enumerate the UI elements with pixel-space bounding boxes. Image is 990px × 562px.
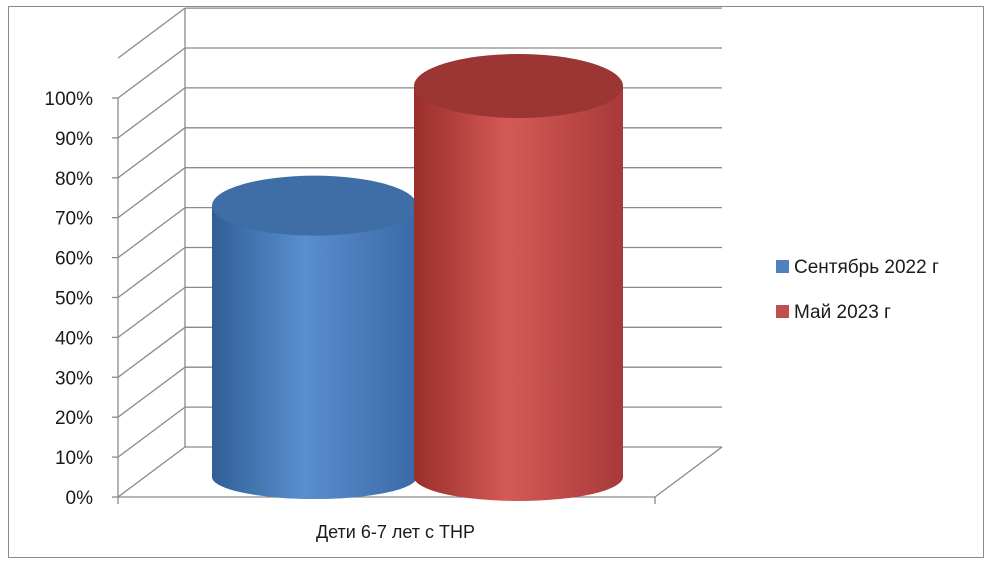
bar-body [414, 85, 623, 501]
gridline-side [117, 127, 186, 179]
x-tick-label: Дети 6-7 лет с ТНР [316, 522, 475, 542]
legend-label: Сентябрь 2022 г [794, 257, 939, 278]
y-tick-label: 80% [55, 169, 93, 190]
bar-may-2023 [414, 53, 623, 501]
bar-september-2022 [212, 175, 417, 499]
y-tick-label: 100% [44, 89, 93, 110]
y-tick-label: 0% [66, 488, 94, 509]
gridline-side [117, 406, 186, 458]
y-tick-label: 40% [55, 328, 93, 349]
gridline-side [117, 286, 186, 338]
y-tick-label: 50% [55, 289, 93, 310]
y-tick-label: 90% [55, 129, 93, 150]
floor-edge [654, 446, 723, 498]
bar-body [212, 205, 417, 499]
legend-swatch [776, 260, 789, 273]
bars [212, 53, 623, 501]
gridline-side [117, 246, 186, 299]
y-tick-label: 60% [55, 249, 93, 270]
gridline-side [117, 167, 186, 219]
gridline-side [117, 7, 186, 59]
legend: Сентябрь 2022 г Май 2023 г [776, 257, 939, 323]
y-tick-label: 10% [55, 448, 93, 469]
tick-labels: 0% 10% 20% 30% 40% 50% 60% 70% 80% 90% 100% Дети 6-… [44, 89, 475, 542]
y-tick-label: 30% [55, 368, 93, 389]
y-tick-label: 70% [55, 209, 93, 230]
gridline-side [117, 47, 186, 99]
bar-top [212, 175, 417, 236]
legend-swatch [776, 305, 789, 318]
gridline-side [117, 207, 186, 259]
gridline-side [117, 366, 186, 418]
bar-top [414, 53, 623, 118]
y-tick-label: 20% [55, 408, 93, 429]
legend-label: Май 2023 г [794, 302, 891, 323]
gridline-side [117, 326, 186, 378]
gridline-side [117, 87, 186, 139]
gridline-side [117, 446, 186, 498]
